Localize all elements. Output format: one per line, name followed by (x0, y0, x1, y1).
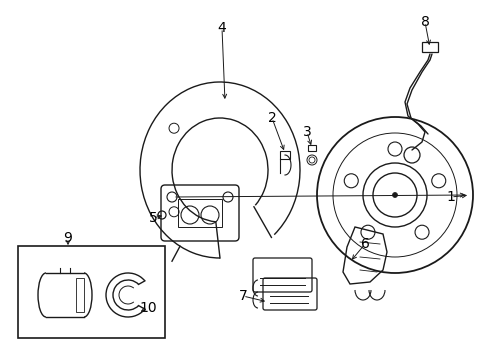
Text: 7: 7 (238, 289, 247, 303)
Bar (421, 42, 437, 52)
Text: 10: 10 (139, 301, 157, 315)
Bar (178, 199, 222, 227)
Bar (307, 145, 315, 151)
Text: 2: 2 (267, 111, 276, 125)
Bar (18, 246, 164, 338)
Text: 8: 8 (420, 15, 428, 29)
Text: 9: 9 (63, 231, 72, 245)
Text: 1: 1 (446, 190, 454, 204)
Text: 4: 4 (217, 21, 226, 35)
Bar (280, 151, 289, 159)
Text: 6: 6 (360, 237, 368, 251)
Bar (76, 278, 84, 312)
Circle shape (392, 193, 397, 198)
Text: 5: 5 (148, 211, 157, 225)
Text: 3: 3 (302, 125, 311, 139)
